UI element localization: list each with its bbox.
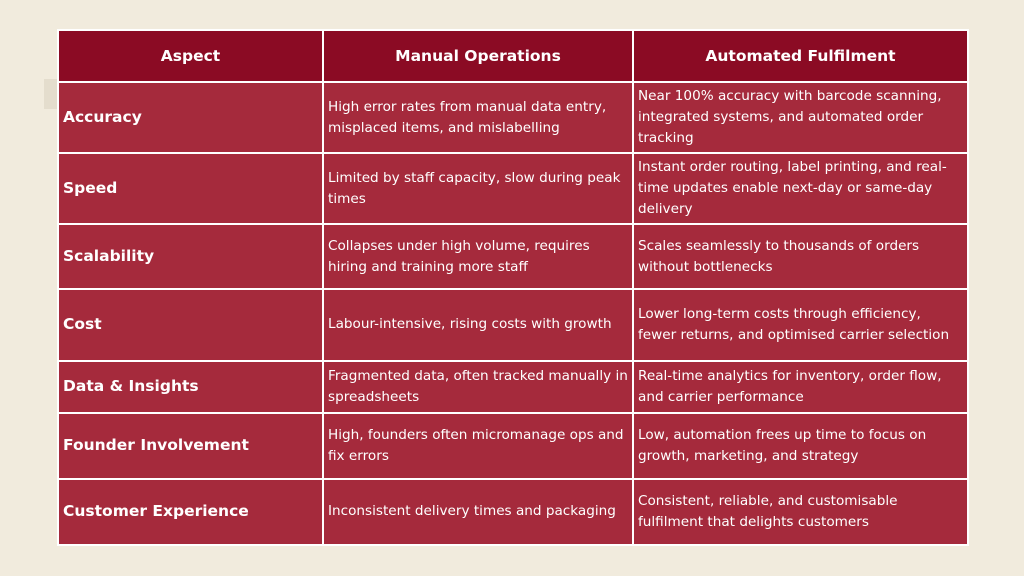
header-automated-fulfilment: Automated Fulfilment bbox=[632, 29, 969, 83]
manual-cell: Inconsistent delivery times and packagin… bbox=[322, 477, 634, 547]
automated-cell: Real-time analytics for inventory, order… bbox=[632, 359, 969, 414]
automated-cell: Near 100% accuracy with barcode scanning… bbox=[632, 80, 969, 155]
table-row: Founder Involvement High, founders often… bbox=[57, 411, 969, 480]
aspect-cell: Accuracy bbox=[57, 80, 324, 155]
automated-cell: Scales seamlessly to thousands of orders… bbox=[632, 223, 969, 291]
manual-cell: High error rates from manual data entry,… bbox=[322, 80, 634, 155]
aspect-cell: Customer Experience bbox=[57, 477, 324, 547]
header-manual-operations: Manual Operations bbox=[322, 29, 634, 83]
table-header-row: Aspect Manual Operations Automated Fulfi… bbox=[57, 29, 969, 83]
automated-cell: Low, automation frees up time to focus o… bbox=[632, 411, 969, 480]
aspect-cell: Scalability bbox=[57, 223, 324, 291]
aspect-cell: Speed bbox=[57, 152, 324, 226]
manual-cell: Fragmented data, often tracked manually … bbox=[322, 359, 634, 414]
manual-cell: Limited by staff capacity, slow during p… bbox=[322, 152, 634, 226]
table-row: Cost Labour-intensive, rising costs with… bbox=[57, 288, 969, 362]
manual-cell: Labour-intensive, rising costs with grow… bbox=[322, 288, 634, 362]
automated-cell: Consistent, reliable, and customisable f… bbox=[632, 477, 969, 547]
table-row: Customer Experience Inconsistent deliver… bbox=[57, 477, 969, 547]
manual-cell: High, founders often micromanage ops and… bbox=[322, 411, 634, 480]
aspect-cell: Cost bbox=[57, 288, 324, 362]
automated-cell: Instant order routing, label printing, a… bbox=[632, 152, 969, 226]
aspect-cell: Data & Insights bbox=[57, 359, 324, 414]
manual-cell: Collapses under high volume, requires hi… bbox=[322, 223, 634, 291]
table-row: Accuracy High error rates from manual da… bbox=[57, 80, 969, 155]
aspect-cell: Founder Involvement bbox=[57, 411, 324, 480]
automated-cell: Lower long-term costs through efficiency… bbox=[632, 288, 969, 362]
table-row: Speed Limited by staff capacity, slow du… bbox=[57, 152, 969, 226]
decorative-square bbox=[44, 79, 58, 109]
table-row: Data & Insights Fragmented data, often t… bbox=[57, 359, 969, 414]
comparison-table: Aspect Manual Operations Automated Fulfi… bbox=[57, 29, 969, 547]
table-row: Scalability Collapses under high volume,… bbox=[57, 223, 969, 291]
header-aspect: Aspect bbox=[57, 29, 324, 83]
